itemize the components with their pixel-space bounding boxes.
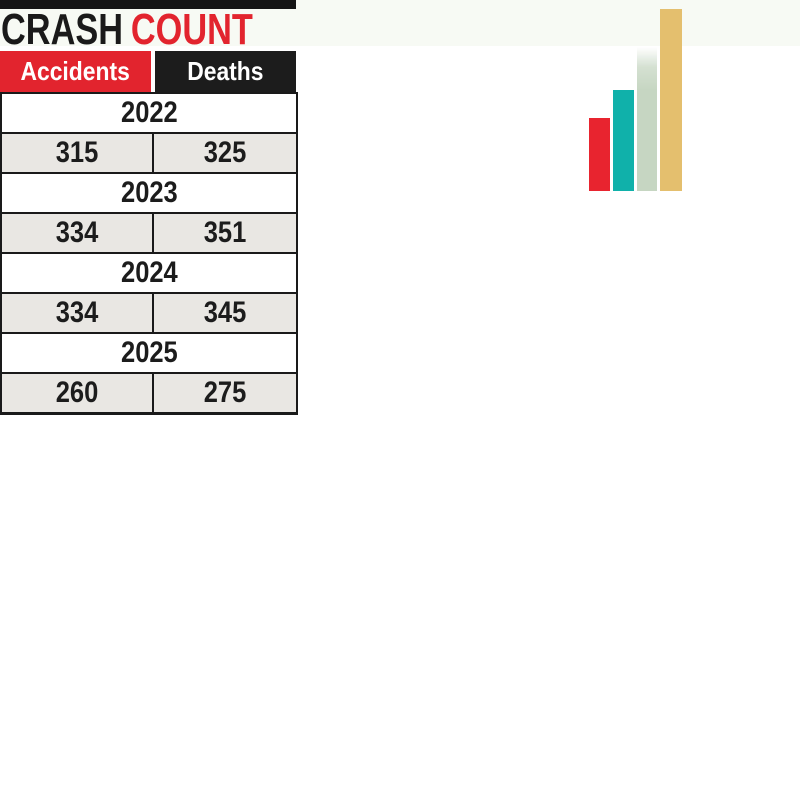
year-row: 2025: [0, 332, 298, 374]
column-header-divider: [151, 51, 155, 92]
headline-top-rule: [0, 0, 296, 9]
accidents-2023: 334: [0, 212, 154, 254]
page-title-word-black: CRASH: [1, 5, 124, 54]
accidents-2022: 315: [0, 132, 154, 174]
table-row: 334 351: [0, 212, 298, 254]
bar-red-icon: [589, 118, 610, 191]
year-row: 2024: [0, 252, 298, 294]
column-header-accidents: Accidents: [0, 51, 151, 92]
year-2024: 2024: [0, 252, 298, 294]
year-2023: 2023: [0, 172, 298, 214]
accidents-2024: 334: [0, 292, 154, 334]
table-column-header: Accidents Deaths: [0, 51, 296, 92]
column-header-accidents-label: Accidents: [20, 56, 131, 86]
bar-sage-icon: [637, 47, 657, 191]
deaths-2022: 325: [152, 132, 298, 174]
crash-count-table: 2022 315 325 2023 334 351 2024 334 345 2…: [0, 92, 298, 415]
page-title: CRASH COUNT: [1, 8, 253, 52]
year-2025: 2025: [0, 332, 298, 374]
year-2022: 2022: [0, 92, 298, 134]
table-row: 260 275: [0, 372, 298, 414]
decorative-bar-chart: [589, 9, 689, 191]
page-title-word-red: COUNT: [130, 5, 253, 54]
column-header-deaths: Deaths: [155, 51, 296, 92]
year-row: 2022: [0, 92, 298, 134]
deaths-2025: 275: [152, 372, 298, 414]
table-row: 334 345: [0, 292, 298, 334]
column-header-deaths-label: Deaths: [187, 56, 264, 86]
bar-gold-icon: [660, 9, 682, 191]
deaths-2024: 345: [152, 292, 298, 334]
accidents-2025: 260: [0, 372, 154, 414]
year-row: 2023: [0, 172, 298, 214]
deaths-2023: 351: [152, 212, 298, 254]
table-row: 315 325: [0, 132, 298, 174]
bar-teal-icon: [613, 90, 634, 191]
